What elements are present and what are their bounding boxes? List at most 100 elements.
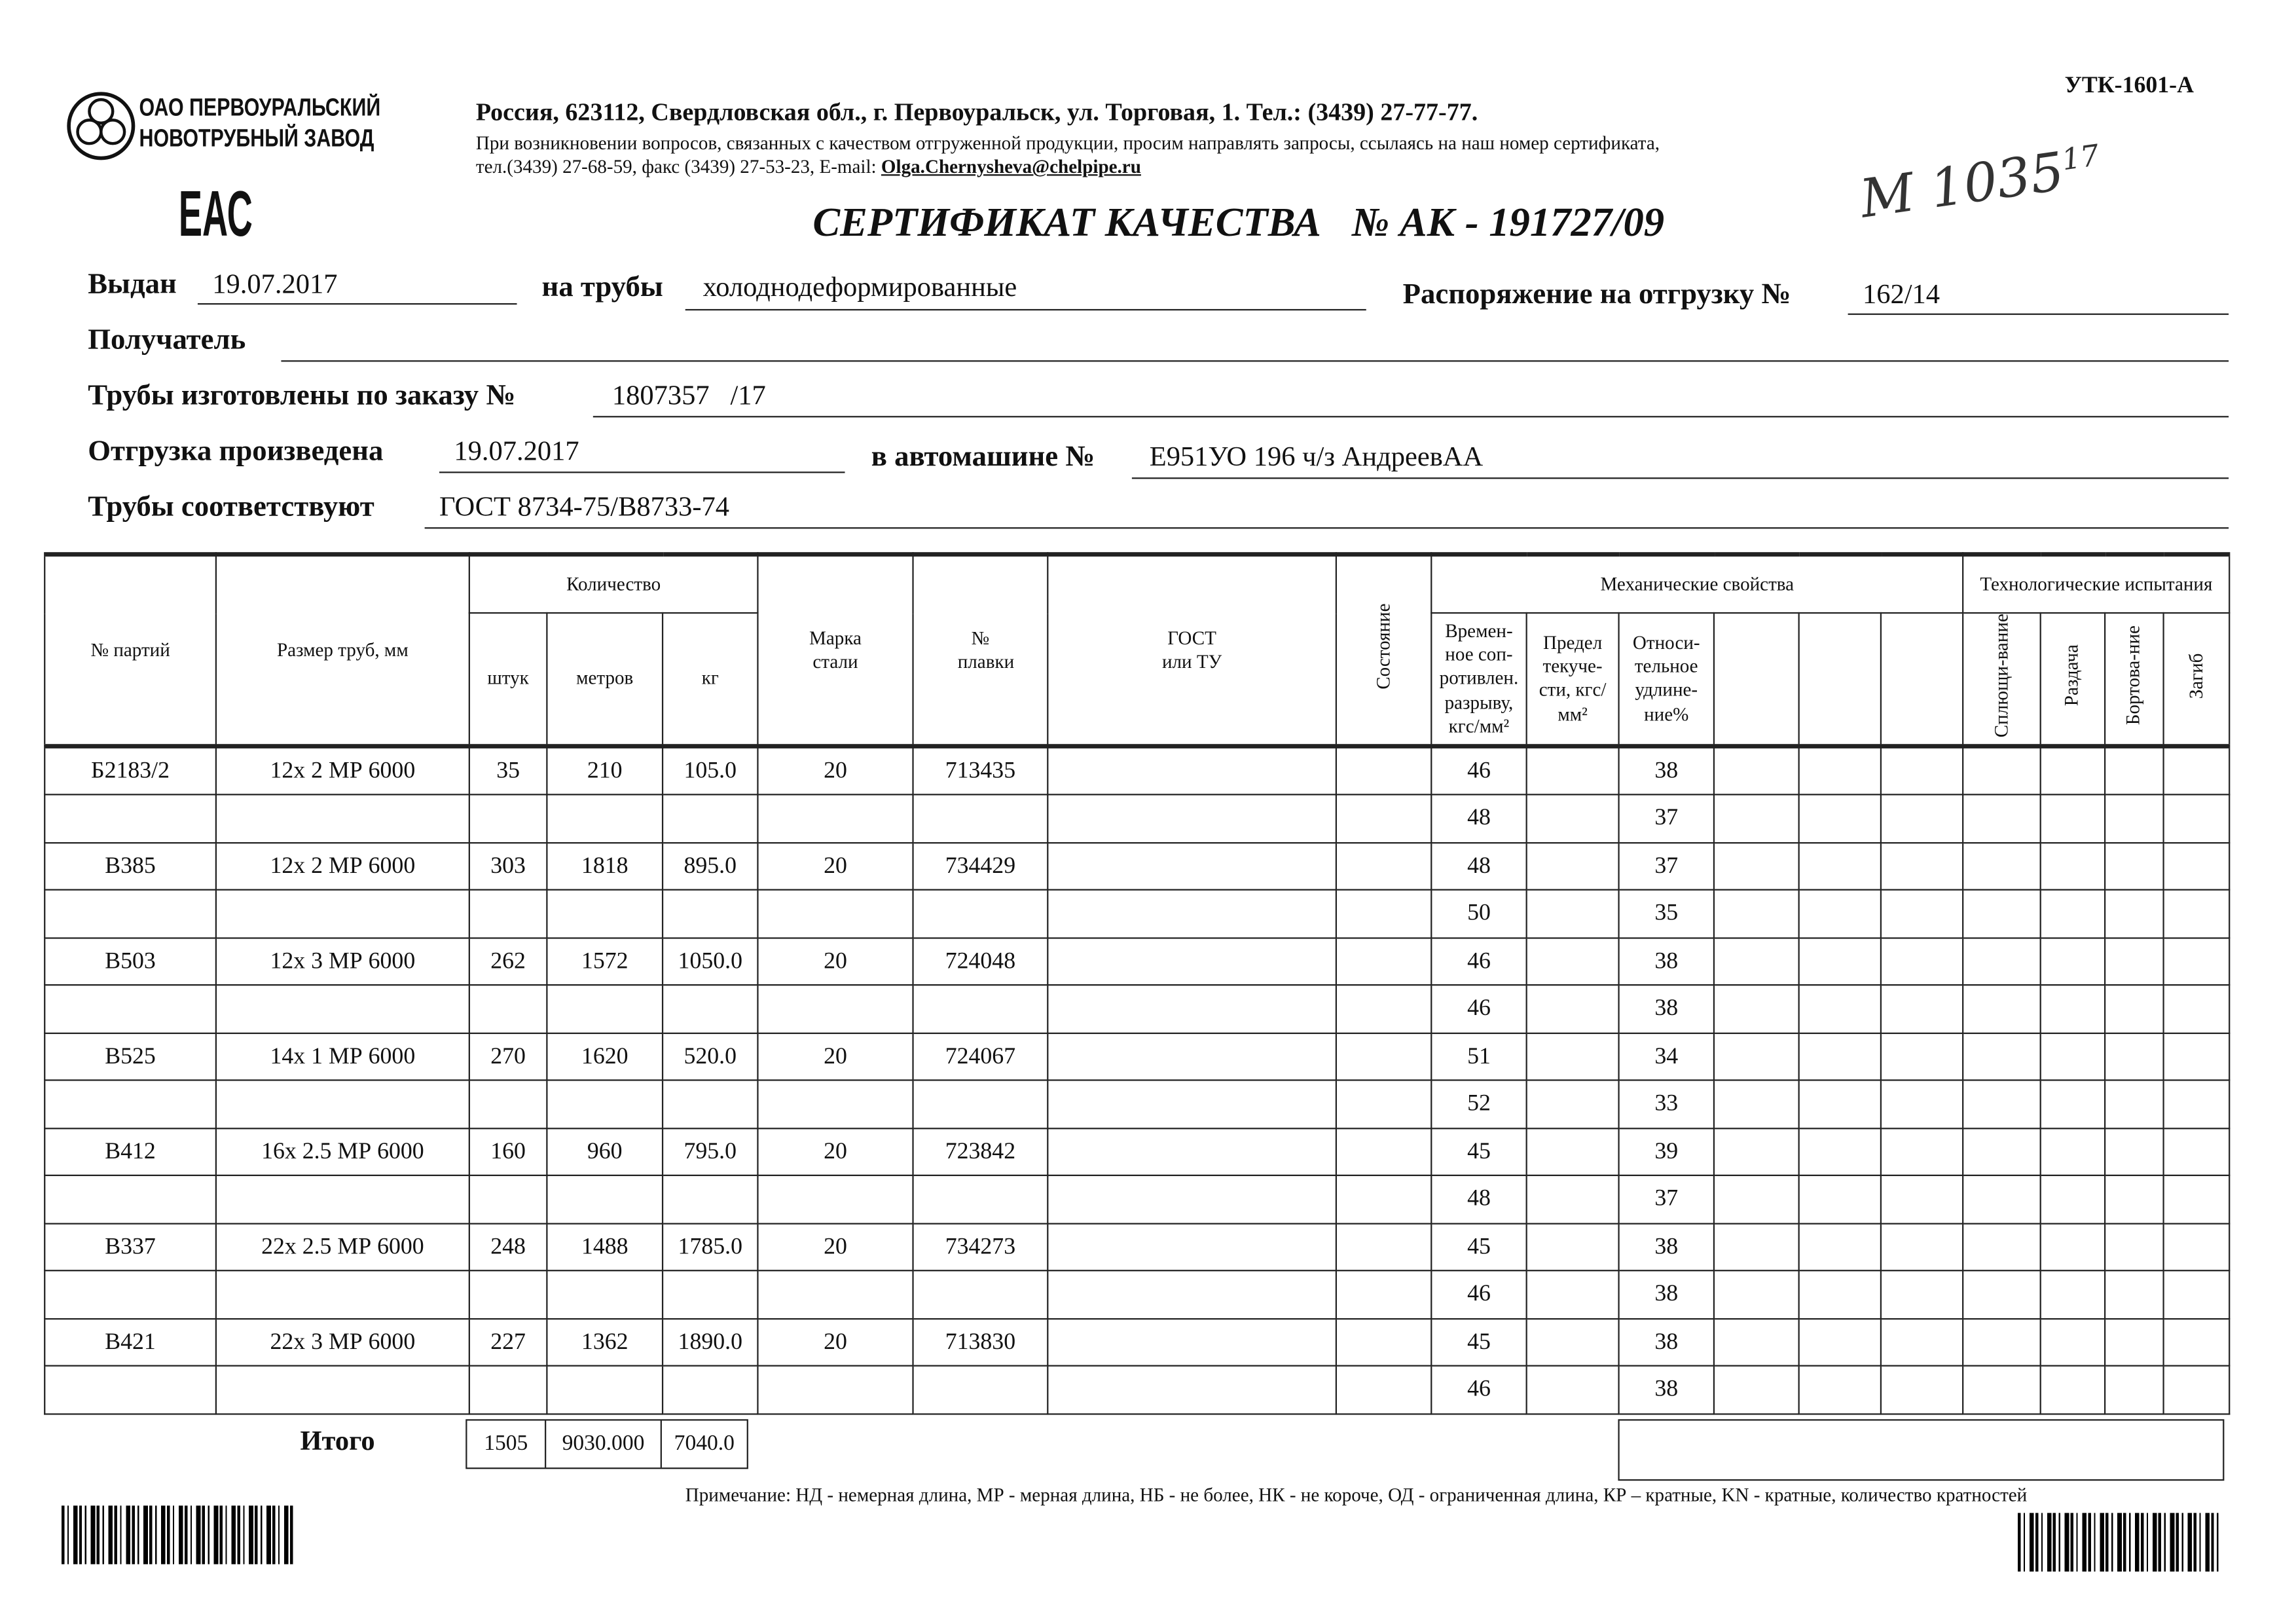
- header-kg: кг: [661, 612, 759, 747]
- cell-empty: [1047, 1080, 1338, 1129]
- cell-empty: [1525, 936, 1620, 986]
- cell-empty: [2162, 841, 2231, 891]
- cell-steel: [757, 1270, 914, 1320]
- cell-empty: [1962, 936, 2041, 986]
- cell-empty: [1047, 1270, 1338, 1320]
- cell-empty: [1798, 841, 1882, 891]
- conform-value: ГОСТ 8734-75/В8733-74: [439, 492, 730, 523]
- cell-empty: [2039, 1223, 2106, 1272]
- cell-empty: [1880, 936, 1964, 986]
- pipes-value: холоднодеформированные: [702, 272, 1017, 303]
- cell-empty: [1798, 984, 1882, 1034]
- cell-pcs: [468, 1175, 548, 1225]
- cell-elongation: 38: [1618, 984, 1715, 1034]
- cell-empty: [1962, 1318, 2041, 1367]
- cell-empty: [1880, 1318, 1964, 1367]
- cell-kg: [661, 889, 759, 939]
- cell-elongation: 38: [1618, 936, 1715, 986]
- table-row: В385 12х 2 МР 6000 303 1818 895.0 20 734429 48 3…: [44, 841, 2231, 891]
- cell-empty: [2104, 745, 2164, 796]
- cell-empty: [1713, 1270, 1800, 1320]
- cell-empty: [2039, 889, 2106, 939]
- cell-meters: 960: [546, 1127, 664, 1177]
- cell-empty: [1713, 794, 1800, 843]
- cell-empty: [1047, 1032, 1338, 1082]
- cell-empty: [2039, 1318, 2106, 1367]
- header-quantity: Количество: [468, 553, 759, 614]
- cell-tensile: 46: [1430, 984, 1527, 1034]
- cell-kg: [661, 1175, 759, 1225]
- cell-empty: [1047, 745, 1338, 796]
- certificate-table: № партий Размер труб, мм Количество Марк…: [44, 552, 2231, 1415]
- cell-empty: [1798, 1032, 1882, 1082]
- cell-steel: [757, 984, 914, 1034]
- cell-melt: 713435: [912, 745, 1049, 796]
- cell-meters: [546, 1270, 664, 1320]
- cell-meters: 1572: [546, 936, 664, 986]
- truck-label: в автомашине №: [871, 441, 1095, 473]
- cell-elongation: 38: [1618, 1318, 1715, 1367]
- cell-empty: [1962, 1127, 2041, 1177]
- made-label: Трубы изготовлены по заказу №: [88, 379, 516, 412]
- issued-value: 19.07.2017: [212, 269, 338, 301]
- cell-empty: [2162, 1032, 2231, 1082]
- cell-empty: [1525, 1365, 1620, 1415]
- table-row: Б2183/2 12х 2 МР 6000 35 210 105.0 20 713435 46…: [44, 745, 2231, 796]
- header-expanding: Раздача: [2060, 644, 2083, 707]
- cell-meters: 1818: [546, 841, 664, 891]
- cell-kg: [661, 794, 759, 843]
- cell-elongation: 35: [1618, 889, 1715, 939]
- table-row: 46 38: [44, 1365, 2231, 1415]
- footnote: Примечание: НД - немерная длина, МР - ме…: [685, 1483, 2028, 1506]
- cell-pcs: 160: [468, 1127, 548, 1177]
- cell-size: [215, 1365, 470, 1415]
- shipped-label: Отгрузка произведена: [88, 435, 384, 468]
- cell-melt: 734273: [912, 1223, 1049, 1272]
- cell-empty: [1047, 984, 1338, 1034]
- cell-empty: [1798, 745, 1882, 796]
- email-link[interactable]: Olga.Chernysheva@chelpipe.ru: [881, 155, 1141, 177]
- cell-melt: [912, 794, 1049, 843]
- cell-empty: [1713, 1365, 1800, 1415]
- header-steel: Марка стали: [757, 553, 914, 747]
- table-row: В421 22х 3 МР 6000 227 1362 1890.0 20 713830 45…: [44, 1318, 2231, 1367]
- cell-empty: [1962, 1175, 2041, 1225]
- cell-empty: [2104, 1365, 2164, 1415]
- cell-melt: 734429: [912, 841, 1049, 891]
- cell-kg: [661, 1365, 759, 1415]
- cell-empty: [1962, 984, 2041, 1034]
- cell-empty: [2162, 1270, 2231, 1320]
- cell-empty: [1047, 1223, 1338, 1272]
- header-flattening: Сплющи-вание: [1990, 614, 2012, 738]
- cell-empty: [2162, 1223, 2231, 1272]
- cell-tensile: 50: [1430, 889, 1527, 939]
- cell-kg: 795.0: [661, 1127, 759, 1177]
- cell-empty: [1962, 1032, 2041, 1082]
- header-party: № партий: [44, 553, 217, 747]
- cell-pcs: [468, 794, 548, 843]
- cell-pcs: [468, 1080, 548, 1129]
- cell-tensile: 51: [1430, 1032, 1527, 1082]
- cell-kg: [661, 1080, 759, 1129]
- cell-empty: [1335, 745, 1432, 796]
- cell-elongation: 37: [1618, 841, 1715, 891]
- cell-empty: [2104, 1223, 2164, 1272]
- cell-empty: [1880, 1032, 1964, 1082]
- cell-steel: 20: [757, 1032, 914, 1082]
- cell-kg: 520.0: [661, 1032, 759, 1082]
- cell-party: [44, 1270, 217, 1320]
- cell-tensile: 46: [1430, 1365, 1527, 1415]
- cell-empty: [1962, 794, 2041, 843]
- cell-size: [215, 889, 470, 939]
- header-flanging: Бортова-ние: [2122, 625, 2145, 726]
- cell-empty: [1798, 1175, 1882, 1225]
- cell-empty: [1713, 841, 1800, 891]
- cell-tensile: 52: [1430, 1080, 1527, 1129]
- cell-meters: [546, 889, 664, 939]
- header-melt: № плавки: [912, 553, 1049, 747]
- header-pcs: штук: [468, 612, 548, 747]
- cell-empty: [2162, 889, 2231, 939]
- issued-label: Выдан: [88, 268, 177, 301]
- cell-elongation: 34: [1618, 1032, 1715, 1082]
- cell-melt: 724067: [912, 1032, 1049, 1082]
